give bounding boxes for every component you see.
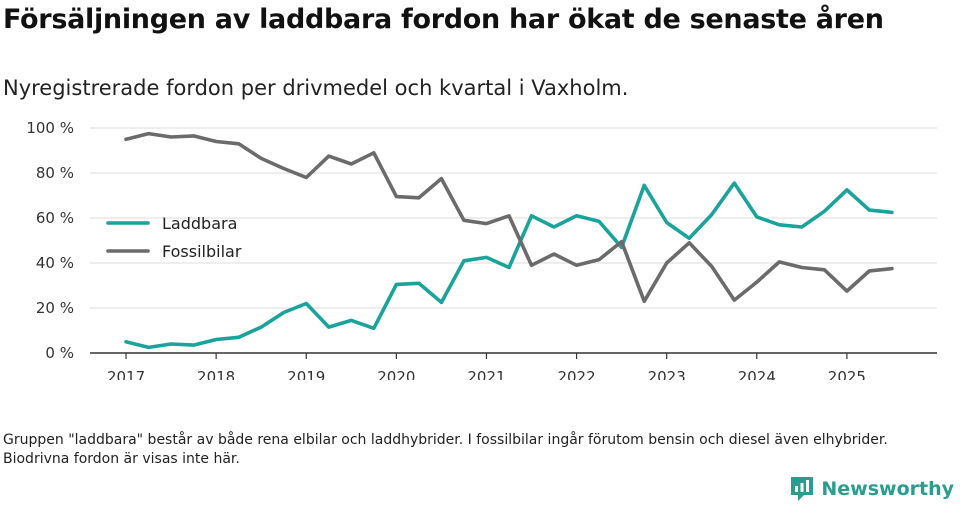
x-tick-label: 2024 [738,368,776,380]
y-tick-label: 60 % [36,209,74,227]
legend: Laddbara Fossilbilar [106,214,242,261]
axes: 0 % 20 % 40 % 60 % 80 % 100 % 2017 2018 2019 2020… [26,119,937,380]
x-tick-label: 2018 [197,368,235,380]
grid-lines [90,127,937,309]
x-tick-label: 2025 [828,368,866,380]
y-tick-label: 0 % [45,344,74,362]
brand-name: Newsworthy [821,478,954,500]
x-tick-label: 2020 [377,368,415,380]
y-tick-label: 100 % [26,119,74,137]
legend-label-laddbara: Laddbara [162,214,237,233]
y-tick-label: 80 % [36,164,74,182]
footnote: Gruppen "laddbara" består av både rena e… [3,432,888,467]
x-tick-label: 2021 [467,368,505,380]
y-tick-label: 20 % [36,299,74,317]
x-tick-label: 2023 [648,368,686,380]
series-line-laddbara [124,181,894,350]
x-tick-label: 2022 [557,368,595,380]
legend-label-fossilbilar: Fossilbilar [162,242,242,261]
x-tick-label: 2019 [287,368,325,380]
series-lines [124,131,894,350]
x-tick-label: 2017 [107,368,145,380]
chart-subtitle: Nyregistrerade fordon per drivmedel och … [3,76,629,100]
newsworthy-logo-icon [791,477,814,501]
chart-title: Försäljningen av laddbara fordon har öka… [3,4,884,35]
y-tick-label: 40 % [36,254,74,272]
line-chart: 0 % 20 % 40 % 60 % 80 % 100 % 2017 2018 2019 2020… [26,119,937,380]
brand-logo: Newsworthy [789,474,954,504]
series-line-fossilbilar [124,131,894,304]
